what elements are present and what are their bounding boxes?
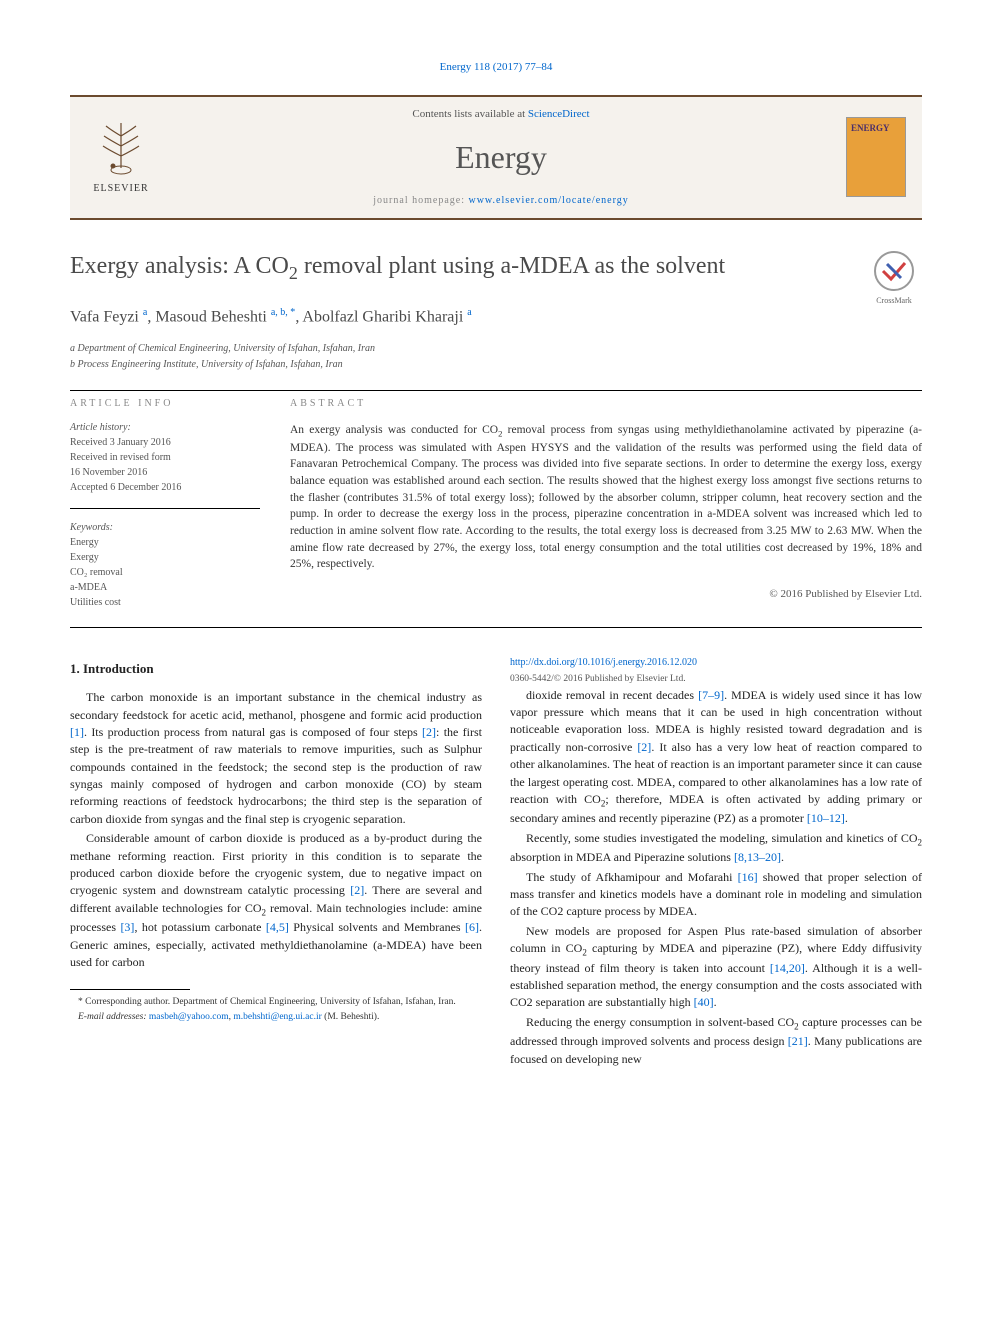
masthead: ELSEVIER Contents lists available at Sci… [70,95,922,219]
contents-prefix: Contents lists available at [412,108,527,120]
elsevier-tree-icon [96,118,146,178]
elsevier-logo: ELSEVIER [86,112,156,202]
article-title: Exergy analysis: A CO2 removal plant usi… [70,250,850,286]
crossmark-label: CrossMark [866,295,922,306]
history-line: Received in revised form [70,451,260,465]
homepage-link[interactable]: www.elsevier.com/locate/energy [468,195,628,206]
body-paragraph: The carbon monoxide is an important subs… [70,689,482,828]
email-label: E-mail addresses: [78,1012,147,1022]
article-info-label: ARTICLE INFO [70,397,260,411]
homepage-label: journal homepage: [373,195,468,206]
history-line: Accepted 6 December 2016 [70,481,260,495]
homepage-line: journal homepage: www.elsevier.com/locat… [156,194,846,208]
header-citation: Energy 118 (2017) 77–84 [70,60,922,75]
abstract-copyright: © 2016 Published by Elsevier Ltd. [290,587,922,603]
crossmark-badge[interactable]: CrossMark [866,250,922,306]
body-paragraph: Recently, some studies investigated the … [510,830,922,867]
section-heading: 1. Introduction [70,660,482,679]
corresponding-author-note: * Corresponding author. Department of Ch… [70,996,482,1009]
email-addresses: masbeh@yahoo.com, m.behshti@eng.ui.ac.ir… [149,1012,379,1022]
keywords-label: Keywords: [70,521,260,535]
keyword: a-MDEA [70,581,260,595]
body-paragraph: The study of Afkhamipour and Mofarahi [1… [510,869,922,921]
body-paragraph: Reducing the energy consumption in solve… [510,1014,922,1068]
history-label: Article history: [70,421,260,435]
article-info: ARTICLE INFO Article history: Received 3… [70,397,260,611]
journal-cover-thumb: ENERGY [846,117,906,197]
body-text: 1. Introduction The carbon monoxide is a… [70,656,922,1068]
body-paragraph: dioxide removal in recent decades [7–9].… [510,687,922,828]
affiliations: a Department of Chemical Engineering, Un… [70,342,922,391]
keyword: Exergy [70,551,260,565]
affiliation: a Department of Chemical Engineering, Un… [70,342,922,356]
journal-name: Energy [156,135,846,180]
doi-block: http://dx.doi.org/10.1016/j.energy.2016.… [510,656,922,686]
sciencedirect-link[interactable]: ScienceDirect [528,108,590,120]
history-line: 16 November 2016 [70,466,260,480]
authors: Vafa Feyzi a, Masoud Beheshti a, b, *, A… [70,306,922,329]
email-line: E-mail addresses: masbeh@yahoo.com, m.be… [70,1011,482,1024]
affiliation: b Process Engineering Institute, Univers… [70,358,922,372]
body-paragraph: New models are proposed for Aspen Plus r… [510,923,922,1012]
abstract-text: An exergy analysis was conducted for CO2… [290,422,922,573]
footnotes: * Corresponding author. Department of Ch… [70,996,482,1024]
footnote-separator [70,989,190,990]
history-line: Received 3 January 2016 [70,436,260,450]
doi-link[interactable]: http://dx.doi.org/10.1016/j.energy.2016.… [510,657,697,668]
contents-line: Contents lists available at ScienceDirec… [156,107,846,122]
issn-copyright: 0360-5442/© 2016 Published by Elsevier L… [510,673,922,687]
keyword: Utilities cost [70,596,260,610]
keyword: Energy [70,536,260,550]
cover-title: ENERGY [851,122,901,135]
abstract: ABSTRACT An exergy analysis was conducte… [290,397,922,611]
abstract-label: ABSTRACT [290,397,922,412]
publisher-name: ELSEVIER [93,182,148,196]
body-paragraph: Considerable amount of carbon dioxide is… [70,830,482,971]
keyword: CO₂ removal [70,566,260,580]
